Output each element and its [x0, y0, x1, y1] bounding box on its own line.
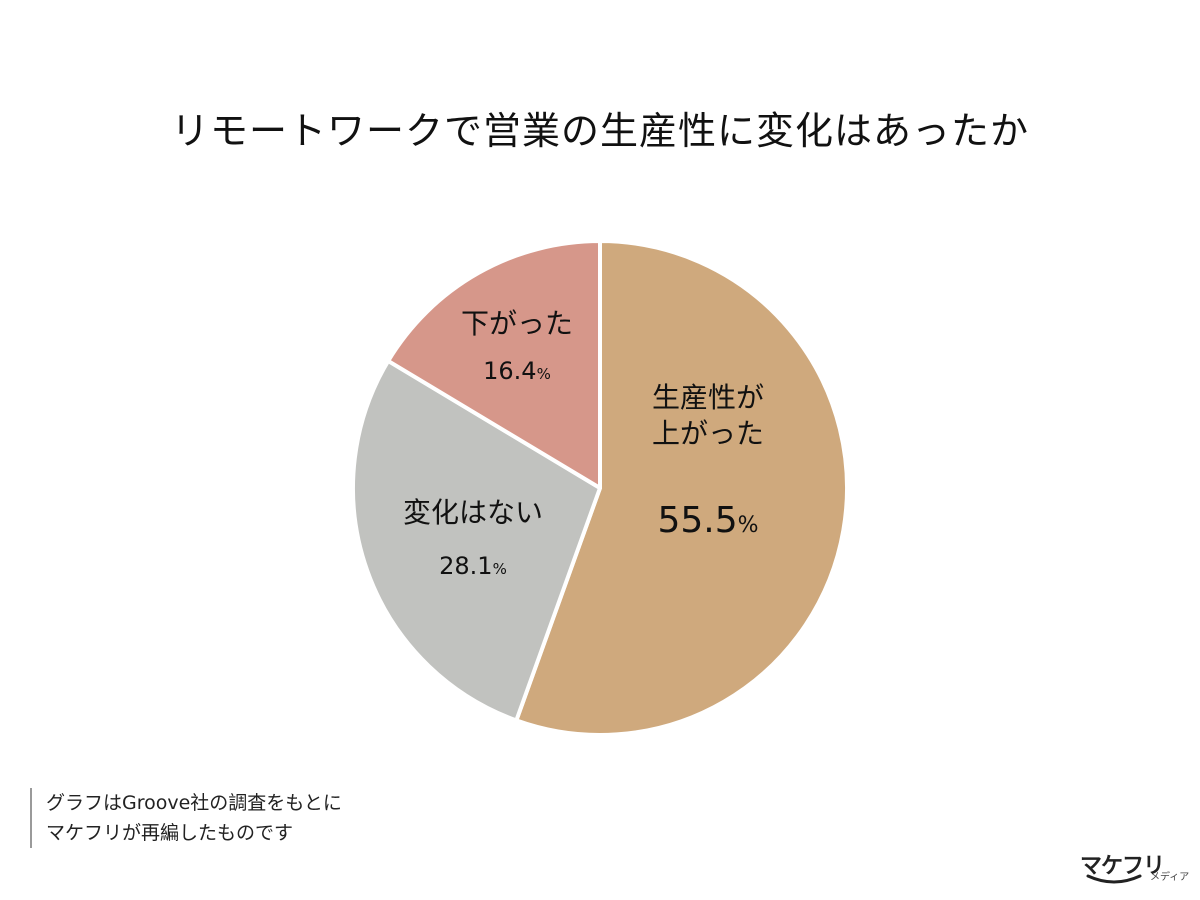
- slice-value-label: 55.5%: [657, 500, 758, 541]
- chart-title: リモートワークで営業の生産性に変化はあったか: [170, 109, 1029, 153]
- pie-slice: [386, 239, 602, 490]
- brand-logo: マケフリ メディア: [1080, 848, 1190, 888]
- source-note: グラフはGroove社の調査をもとに マケフリが再編したものです: [30, 788, 342, 848]
- logo-subtext: メディア: [1150, 872, 1190, 883]
- pie-slice: [351, 358, 602, 723]
- slice-label: 下がった: [461, 307, 573, 340]
- slice-label: 生産性が: [652, 381, 764, 414]
- logo-smile-icon: [1086, 874, 1142, 884]
- slice-value-label: 16.4%: [483, 357, 551, 385]
- slice-value-label: 28.1%: [439, 552, 507, 580]
- pie-slice: [514, 239, 849, 737]
- source-note-line-2: マケフリが再編したものです: [46, 822, 294, 844]
- slice-label: 変化はない: [403, 496, 543, 529]
- slice-label: 上がった: [652, 417, 764, 450]
- logo-text: マケフリ: [1080, 854, 1165, 879]
- source-note-line-1: グラフはGroove社の調査をもとに: [46, 792, 342, 814]
